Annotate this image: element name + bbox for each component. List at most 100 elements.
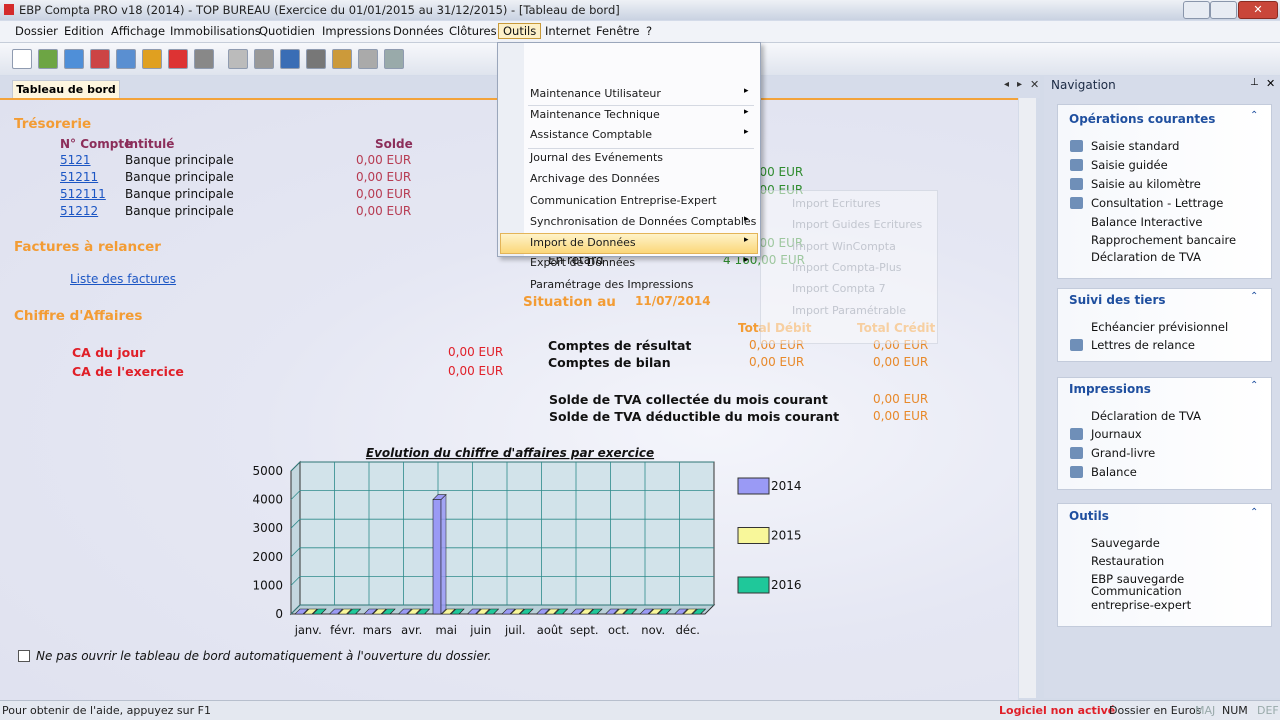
account-number[interactable]: 51211 (60, 170, 99, 184)
menu-item[interactable]: Paramétrage des Impressions (530, 278, 694, 291)
nav-item[interactable]: Saisie au kilomètre (1091, 177, 1201, 191)
nav-section-title[interactable]: Impressions (1069, 382, 1151, 396)
account-number[interactable]: 5121 (60, 153, 91, 167)
toolbar-button[interactable] (142, 49, 162, 69)
nav-item[interactable]: Communication entreprise-expert (1091, 584, 1192, 612)
close-button[interactable]: ✕ (1238, 1, 1278, 19)
account-number[interactable]: 512111 (60, 187, 106, 201)
menu-item[interactable]: Export de Données (530, 256, 636, 269)
nav-item[interactable]: Saisie standard (1091, 139, 1180, 153)
nav-section-title[interactable]: Outils (1069, 509, 1109, 523)
menu-bar-item[interactable]: Internet (545, 24, 591, 38)
minimize-button[interactable] (1183, 1, 1210, 19)
menu-bar-item[interactable]: Clôtures (449, 24, 497, 38)
menu-item[interactable]: Import de Données (530, 236, 636, 249)
vat-amount: 0,00 EUR (873, 392, 929, 406)
collapse-button[interactable]: ⌃ (1250, 380, 1259, 391)
panel-pin[interactable]: ⊥ (1250, 77, 1259, 88)
nav-item[interactable]: Déclaration de TVA (1091, 409, 1202, 423)
submenu-item[interactable]: Import Guides Ecritures (792, 218, 923, 232)
nav-item[interactable]: Journaux (1091, 427, 1142, 441)
menu-item[interactable]: Maintenance Technique (530, 108, 660, 121)
nav-item[interactable]: Rapprochement bancaire (1091, 233, 1237, 247)
menu-bar-item[interactable]: Quotidien (259, 24, 315, 38)
bar (579, 608, 594, 615)
vertical-scrollbar[interactable] (1019, 98, 1036, 698)
submenu-item[interactable]: Import Paramétrable (792, 303, 907, 317)
bar-top (553, 608, 569, 615)
maximize-button[interactable] (1210, 1, 1237, 19)
collapse-button[interactable]: ⌃ (1250, 291, 1259, 302)
menu-bar-item[interactable]: ? (646, 24, 653, 38)
menu-bar-item[interactable]: Outils (498, 23, 542, 39)
toolbar-button[interactable] (116, 49, 136, 69)
submenu-item[interactable]: Import Compta-Plus (792, 260, 902, 274)
nav-item[interactable]: Sauvegarde (1091, 536, 1160, 550)
nav-item[interactable]: Déclaration de TVA (1091, 250, 1202, 264)
nav-item[interactable]: Restauration (1091, 554, 1165, 568)
tab-close[interactable]: ✕ (1030, 78, 1040, 91)
bar (303, 608, 318, 615)
nav-item[interactable]: EBP sauvegarde (1091, 572, 1185, 586)
submenu-item[interactable]: Import WinCompta (792, 239, 896, 253)
nav-item[interactable]: Balance (1091, 465, 1137, 479)
nav-item[interactable]: Echéancier prévisionnel (1091, 320, 1229, 334)
nav-item[interactable]: Grand-livre (1091, 446, 1156, 460)
menu-bar-item[interactable]: Edition (64, 24, 104, 38)
menu-bar-item[interactable]: Immobilisations (170, 24, 261, 38)
account-number[interactable]: 51212 (60, 204, 99, 218)
nav-section-title[interactable]: Opérations courantes (1069, 112, 1216, 126)
nav-item[interactable]: Consultation - Lettrage (1091, 196, 1224, 210)
menu-item[interactable]: Communication Entreprise-Expert (530, 194, 717, 207)
menu-item[interactable]: Synchronisation de Données Comptables (530, 215, 757, 228)
menu-bar-item[interactable]: Données (393, 24, 444, 38)
submenu-item[interactable]: Import Compta 7 (792, 282, 886, 296)
bar-top (372, 608, 387, 615)
menu-bar-item[interactable]: Impressions (322, 24, 391, 38)
toolbar-button[interactable] (254, 49, 274, 69)
toolbar-button[interactable] (358, 49, 378, 69)
menu-item[interactable]: Assistance Comptable (530, 128, 653, 141)
grid-line (290, 604, 714, 615)
menu-bar-item[interactable]: Dossier (15, 24, 58, 38)
toolbar-button[interactable] (38, 49, 58, 69)
collapse-button[interactable]: ⌃ (1250, 507, 1259, 518)
collapse-button[interactable]: ⌃ (1250, 110, 1259, 121)
toolbar-button[interactable] (12, 49, 32, 69)
grid-line (290, 576, 714, 586)
panel-close[interactable]: ✕ (1266, 77, 1276, 90)
menu-item[interactable]: Maintenance Utilisateur (530, 87, 661, 100)
x-tick-label: sept. (570, 623, 599, 637)
toolbar-button[interactable] (168, 49, 188, 69)
bar-top (346, 608, 362, 615)
nav-item[interactable]: Lettres de relance (1091, 338, 1196, 352)
tab-scroll-left[interactable]: ◂ (1004, 79, 1010, 90)
toolbar-button[interactable] (64, 49, 84, 69)
nav-section-title[interactable]: Suivi des tiers (1069, 293, 1166, 307)
nav-item[interactable]: Balance Interactive (1091, 215, 1203, 229)
chart-side-wall (290, 460, 301, 616)
toolbar-button[interactable] (332, 49, 352, 69)
toolbar-button[interactable] (280, 49, 300, 69)
tab-scroll-right[interactable]: ▸ (1017, 79, 1023, 90)
submenu-item[interactable]: Import Ecritures (792, 197, 881, 210)
tab[interactable]: Tableau de bord (12, 80, 120, 99)
revenue-amount: 0,00 EUR (448, 364, 504, 378)
menu-item[interactable]: Journal des Evénements (530, 151, 663, 164)
toolbar-button[interactable] (306, 49, 326, 69)
y-tick-label: 5000 (252, 464, 283, 478)
status-indicator: NUM (1222, 704, 1248, 717)
situation-label: Comptes de bilan (548, 355, 671, 370)
bar (604, 608, 620, 615)
toolbar-button[interactable] (90, 49, 110, 69)
bar-top (406, 608, 422, 615)
invoice-link[interactable]: Liste des factures (70, 272, 177, 286)
toolbar-button[interactable] (194, 49, 214, 69)
nav-item[interactable]: Saisie guidée (1091, 158, 1168, 172)
checkbox[interactable] (18, 650, 30, 662)
menu-bar-item[interactable]: Fenêtre (596, 24, 640, 38)
toolbar-button[interactable] (384, 49, 404, 69)
toolbar-button[interactable] (228, 49, 248, 69)
menu-bar-item[interactable]: Affichage (111, 24, 166, 38)
menu-item[interactable]: Archivage des Données (530, 172, 660, 185)
